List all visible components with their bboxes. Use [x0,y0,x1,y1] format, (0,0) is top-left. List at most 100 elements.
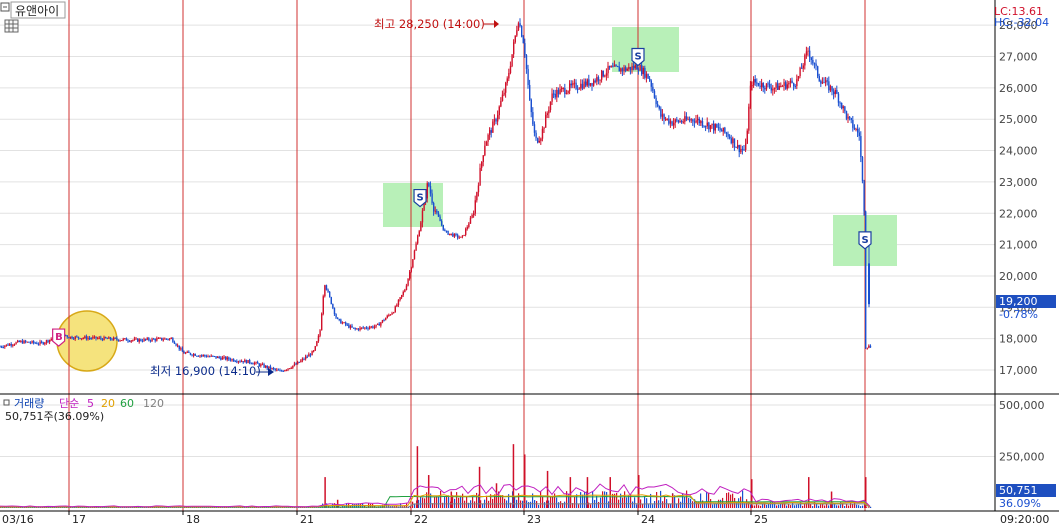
volume-bar [492,498,494,508]
volume-bar [784,502,786,508]
candle-body [151,338,153,341]
volume-spike [450,491,453,508]
candle-body [489,130,491,135]
candle-body [823,82,825,84]
stock-name-box[interactable] [10,1,66,19]
volume-bar [632,501,634,508]
candle-body [508,73,510,79]
candle-body [133,338,136,341]
volume-bar [510,502,512,508]
candle-body [396,304,398,307]
candle-body [311,351,313,356]
candle-body [68,337,70,339]
hc-label: HC:-32.04 [994,16,1049,29]
candle-body [767,83,769,85]
volume-bar [806,502,808,508]
volume-bar [636,504,638,508]
candle-body [674,119,676,123]
volume-bar [508,494,510,508]
candle-body [420,222,422,232]
volume-collapse-icon[interactable] [3,399,10,406]
signal-letter: S [635,52,642,63]
candle-body [274,368,276,370]
candle-body [770,87,772,91]
volume-bar [704,501,706,508]
candle-body [281,370,283,372]
volume-bar [762,503,764,508]
candle-body [421,210,424,223]
candle-body [364,327,366,329]
volume-bar [498,491,500,508]
candle-body [21,340,24,344]
candle-body [647,73,649,79]
candle-body [757,82,760,86]
grid-icon[interactable] [4,19,19,33]
candle-body [191,354,193,356]
volume-spike [336,499,339,508]
candle-body [313,350,315,352]
candle-body [673,122,675,126]
candle-body [173,341,176,344]
volume-bar [714,503,716,508]
candle-body [679,121,681,123]
candle-body [103,336,105,341]
candle-body [605,73,608,76]
volume-bar [772,501,774,508]
candle-body [716,124,718,128]
candle-body [90,338,92,340]
candle-body [268,366,270,369]
candle-body [788,82,790,85]
volume-spike [495,483,498,508]
candle-body [623,67,625,72]
candle-body [802,65,804,69]
candle-body [743,149,745,151]
signal-markers: B S S S [52,47,872,347]
candle-body [93,336,96,338]
candle-body [156,338,158,341]
candle-body [28,341,30,343]
candle-body [434,210,436,212]
candle-body [405,285,408,290]
volume-bar [776,505,778,508]
candle-body [455,233,457,235]
volume-bar [420,496,422,508]
volume-bar [468,502,470,508]
candle-body [557,89,560,95]
candle-body [170,338,172,340]
candle-body [765,83,768,90]
volume-bar [552,495,554,508]
candle-body [329,291,331,298]
volume-bar [790,505,792,508]
candle-body [10,344,12,346]
volume-bar [438,496,440,508]
volume-bar [566,491,568,508]
volume-bar [686,490,688,508]
candle-body [361,327,363,329]
volume-bar [598,501,600,508]
candle-body [369,327,371,329]
candle-body [100,337,102,339]
candle-body [381,320,384,323]
candle-body [242,361,244,363]
candle-body [410,267,412,272]
candle-body [498,106,500,116]
signal-shape [52,328,66,347]
volume-bar [458,497,460,508]
volume-spike [671,493,674,508]
volume-bar [706,491,708,508]
volume-bar [612,493,614,508]
volume-bar [660,490,662,508]
volume-bar [490,494,492,508]
volume-bar [842,502,844,508]
candle-body [217,356,219,359]
volume-bar [584,491,586,508]
candle-body [266,365,268,369]
candle-body [31,341,33,343]
volume-bar [792,502,794,508]
volume-bar [870,506,872,508]
volume-bar [528,502,530,508]
price-tick-label: 17,000 [999,364,1038,377]
candle-body [481,161,483,168]
candle-body [365,327,368,329]
